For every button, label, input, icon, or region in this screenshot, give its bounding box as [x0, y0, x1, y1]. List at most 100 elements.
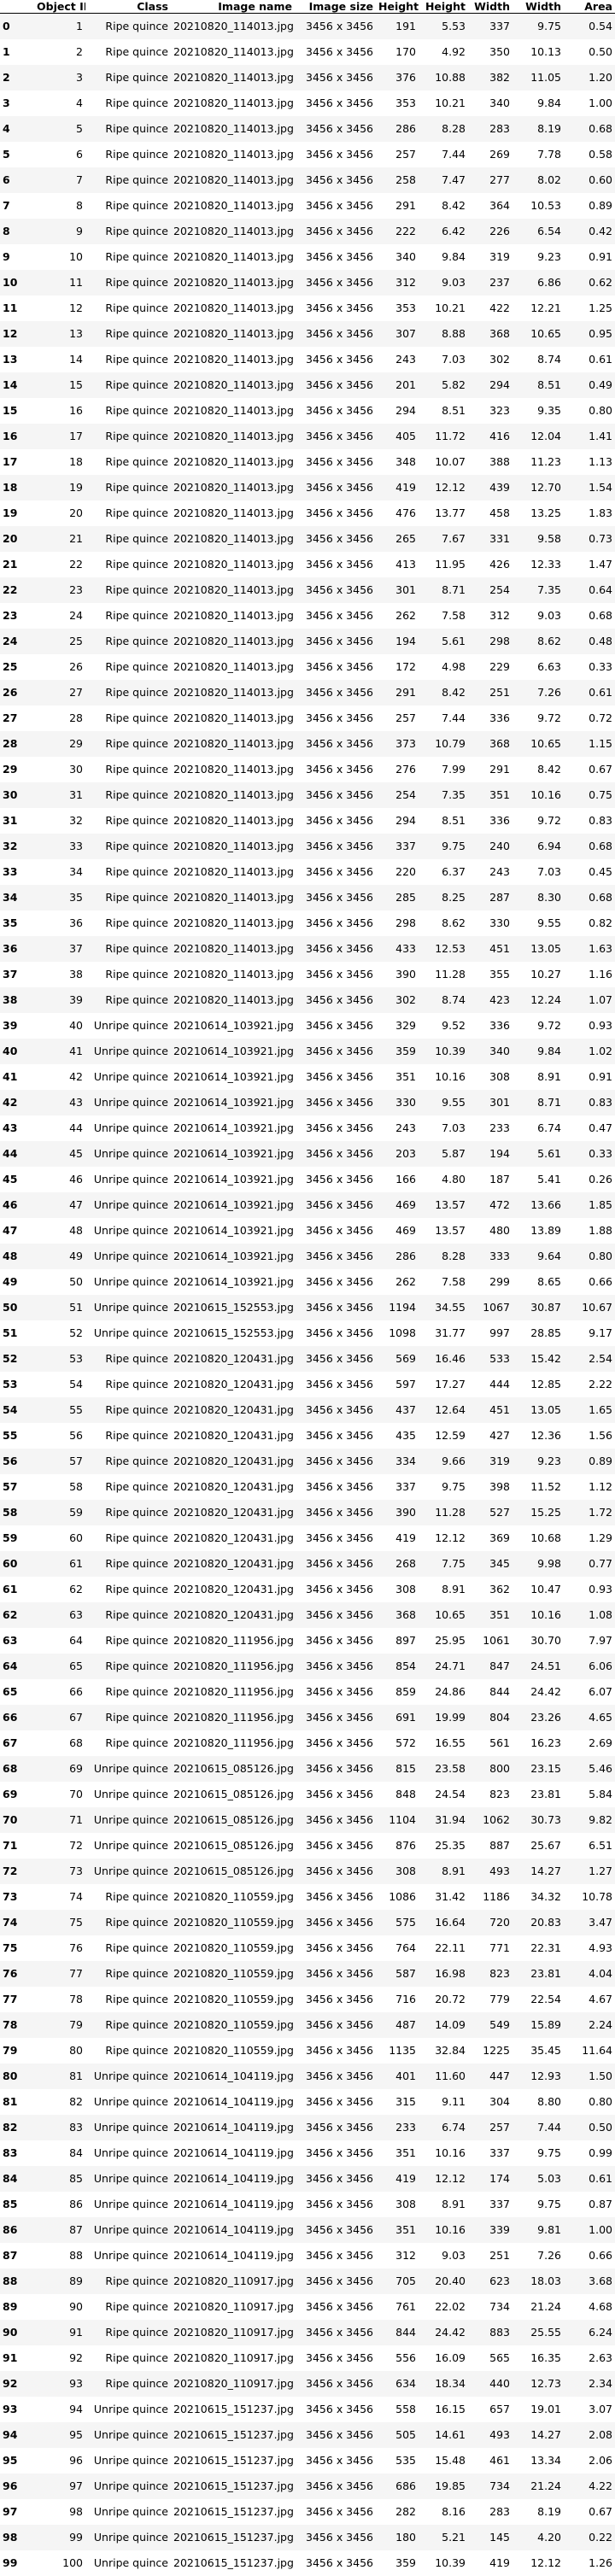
row-index: 48: [3, 1250, 18, 1262]
table-row: 85 86 Unripe quince 20210614_104119.jpg 3456…: [0, 2191, 615, 2217]
row-index: 6: [3, 173, 10, 186]
width-px-cell: 323: [489, 404, 510, 417]
image-size-cell: 3456 x 3456: [306, 1019, 373, 1032]
image-size-cell: 3456 x 3456: [306, 1096, 373, 1109]
table-row: 45 46 Unripe quince 20210614_103921.jpg 3456…: [0, 1166, 615, 1192]
object-id-cell: 17: [69, 430, 83, 442]
object-id-cell: 21: [69, 532, 83, 545]
image-name-cell: 20210615_085126.jpg: [173, 1839, 294, 1852]
area-cell: 1.13: [589, 455, 612, 468]
object-id-cell: 80: [69, 2044, 83, 2057]
area-cell: 3.47: [589, 1916, 612, 1929]
image-name-cell: 20210615_151237.jpg: [173, 2403, 294, 2415]
width-cm-cell: 10.53: [530, 199, 561, 212]
object-id-cell: 4: [76, 97, 83, 109]
row-index: 86: [3, 2223, 18, 2236]
object-id-cell: 9: [76, 225, 83, 237]
row-index: 11: [3, 302, 18, 314]
image-size-cell: 3456 x 3456: [306, 1352, 373, 1365]
class-cell: Ripe quince: [105, 1890, 168, 1903]
width-cm-cell: 9.23: [537, 1455, 561, 1467]
width-px-cell: 302: [489, 353, 510, 366]
width-cm-cell: 8.74: [537, 353, 561, 366]
object-id-cell: 41: [69, 1045, 83, 1057]
width-px-cell: 823: [489, 1788, 510, 1800]
table-row: 54 55 Ripe quince 20210820_120431.jpg 3456 x…: [0, 1396, 615, 1423]
height-px-cell: 476: [395, 506, 416, 519]
width-cm-cell: 20.83: [530, 1916, 561, 1929]
image-name-cell: 20210820_114013.jpg: [173, 173, 294, 186]
height-px-cell: 419: [395, 481, 416, 494]
class-cell: Ripe quince: [105, 481, 168, 494]
height-cm-cell: 7.03: [442, 353, 466, 366]
row-index: 51: [3, 1326, 18, 1339]
width-cm-cell: 23.81: [530, 1788, 561, 1800]
object-id-cell: 14: [69, 353, 83, 366]
image-size-cell: 3456 x 3456: [306, 1813, 373, 1826]
image-name-cell: 20210820_111956.jpg: [173, 1711, 294, 1724]
area-cell: 1.25: [589, 302, 612, 314]
class-cell: Ripe quince: [105, 404, 168, 417]
table-row: 94 95 Unripe quince 20210615_151237.jpg 3456…: [0, 2421, 615, 2448]
width-px-cell: 887: [489, 1839, 510, 1852]
image-name-cell: 20210614_104119.jpg: [173, 2146, 294, 2159]
height-cm-cell: 8.88: [442, 327, 466, 340]
area-cell: 1.65: [589, 1403, 612, 1416]
class-cell: Ripe quince: [105, 148, 168, 161]
height-px-cell: 876: [395, 1839, 416, 1852]
width-cm-cell: 6.74: [537, 1121, 561, 1134]
width-px-cell: 362: [489, 1583, 510, 1595]
object-id-cell: 98: [69, 2505, 83, 2518]
image-name-cell: 20210820_120431.jpg: [173, 1403, 294, 1416]
image-size-cell: 3456 x 3456: [306, 1173, 373, 1186]
object-id-cell: 81: [69, 2070, 83, 2082]
height-px-cell: 405: [395, 430, 416, 442]
image-name-cell: 20210820_114013.jpg: [173, 968, 294, 981]
object-id-cell: 88: [69, 2249, 83, 2262]
row-index: 10: [3, 276, 18, 289]
height-px-cell: 1194: [389, 1301, 416, 1314]
width-px-cell: 800: [489, 1762, 510, 1775]
height-px-cell: 243: [395, 1121, 416, 1134]
image-size-cell: 3456 x 3456: [306, 71, 373, 84]
width-px-cell: 458: [489, 506, 510, 519]
width-cm-cell: 30.73: [530, 1813, 561, 1826]
row-index: 25: [3, 660, 18, 673]
image-size-cell: 3456 x 3456: [306, 1967, 373, 1980]
area-cell: 1.54: [589, 481, 612, 494]
image-size-cell: 3456 x 3456: [306, 1762, 373, 1775]
height-px-cell: 291: [395, 686, 416, 699]
table-row: 29 30 Ripe quince 20210820_114013.jpg 3456 x…: [0, 756, 615, 782]
row-index: 88: [3, 2274, 18, 2287]
area-cell: 5.46: [589, 1762, 612, 1775]
width-cm-cell: 34.32: [530, 1890, 561, 1903]
height-cm-cell: 10.88: [435, 71, 466, 84]
image-size-cell: 3456 x 3456: [306, 2146, 373, 2159]
image-name-cell: 20210820_120431.jpg: [173, 1506, 294, 1519]
width-px-cell: 440: [489, 2377, 510, 2390]
width-px-cell: 277: [489, 173, 510, 186]
height-cm-cell: 15.48: [435, 2454, 466, 2467]
width-px-cell: 422: [489, 302, 510, 314]
object-id-cell: 54: [69, 1378, 83, 1390]
object-id-cell: 42: [69, 1070, 83, 1083]
height-px-cell: 308: [395, 1583, 416, 1595]
width-cm-cell: 9.75: [537, 2146, 561, 2159]
object-id-cell: 82: [69, 2095, 83, 2108]
height-px-cell: 897: [395, 1634, 416, 1647]
row-index: 60: [3, 1557, 18, 1570]
height-cm-cell: 8.16: [442, 2505, 466, 2518]
height-cm-cell: 10.39: [435, 1045, 466, 1057]
width-px-cell: 174: [489, 2172, 510, 2185]
area-cell: 2.24: [589, 2018, 612, 2031]
width-cm-cell: 8.65: [537, 1275, 561, 1288]
image-size-cell: 3456 x 3456: [306, 2223, 373, 2236]
width-px-cell: 319: [489, 1455, 510, 1467]
object-id-cell: 31: [69, 788, 83, 801]
image-size-cell: 3456 x 3456: [306, 1890, 373, 1903]
image-name-cell: 20210820_120431.jpg: [173, 1352, 294, 1365]
object-id-cell: 37: [69, 942, 83, 955]
height-px-cell: 844: [395, 2326, 416, 2339]
height-cm-cell: 5.61: [442, 635, 466, 647]
height-cm-cell: 20.40: [435, 2274, 466, 2287]
